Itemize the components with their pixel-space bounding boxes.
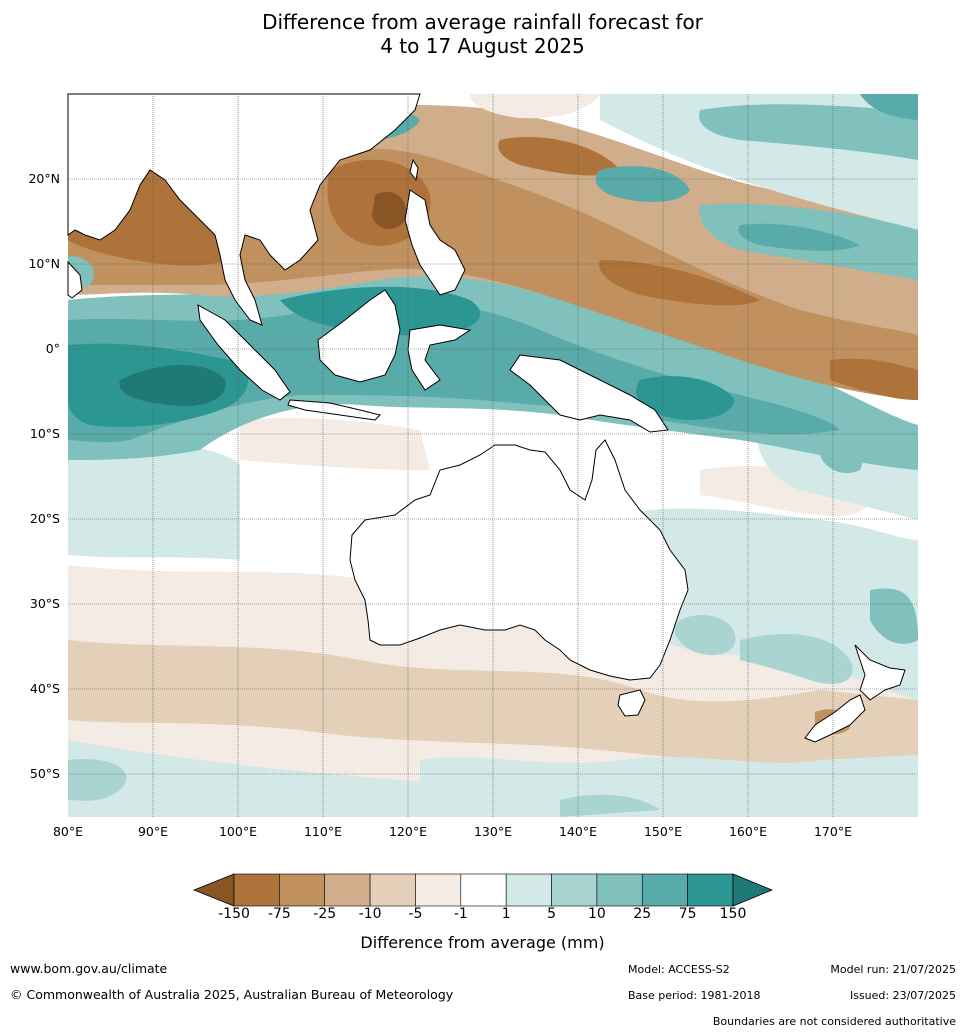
lon-label-80e: 80°E [52, 824, 84, 839]
lat-label-0: 0° [45, 341, 60, 356]
footer-base-period: Base period: 1981-2018 [628, 989, 761, 1002]
map-title-line2: 4 to 17 August 2025 [380, 34, 585, 58]
graticule [68, 94, 918, 817]
australia-landmass [349, 439, 689, 681]
colorbar-segment [369, 873, 416, 907]
lon-label-100e: 100°E [218, 824, 257, 839]
colorbar-tick-label: -25 [313, 906, 337, 922]
map-title: Difference from average rainfall forecas… [0, 10, 965, 58]
lat-label-30s: 30°S [29, 596, 60, 611]
colorbar-tick-label: -1 [453, 906, 468, 922]
lat-label-20s: 20°S [29, 511, 60, 526]
philippines-landmass [404, 189, 466, 296]
lon-label-120e: 120°E [388, 824, 427, 839]
colorbar-tick-label: -5 [408, 906, 423, 922]
colorbar-segment [687, 873, 734, 907]
footer-url[interactable]: www.bom.gov.au/climate [10, 961, 168, 976]
nz-south-island [804, 694, 866, 743]
colorbar-segment [279, 873, 326, 907]
map-title-line1: Difference from average rainfall forecas… [262, 10, 703, 34]
colorbar-arrow-high [732, 873, 774, 907]
colorbar-title: Difference from average (mm) [360, 933, 605, 952]
colorbar-tick-label: 1 [501, 906, 511, 922]
lon-label-160e: 160°E [728, 824, 767, 839]
lat-label-40s: 40°S [29, 681, 60, 696]
tasmania-landmass [617, 689, 646, 717]
colorbar-segment [596, 873, 643, 907]
lon-label-130e: 130°E [473, 824, 512, 839]
colorbar-segment [505, 873, 552, 907]
lon-label-170e: 170°E [813, 824, 852, 839]
se-asia-mainland [67, 93, 421, 326]
colorbar-tick-label: -75 [267, 906, 291, 922]
lon-label-110e: 110°E [303, 824, 342, 839]
footer-issued: Issued: 23/07/2025 [849, 989, 956, 1002]
colorbar-arrow-low [192, 873, 235, 907]
coastlines [67, 93, 906, 743]
footer-model-run: Model run: 21/07/2025 [830, 963, 956, 976]
lon-label-150e: 150°E [643, 824, 682, 839]
nz-north-island [854, 644, 906, 701]
lat-label-20n: 20°N [28, 171, 60, 186]
colorbar [192, 873, 774, 907]
lon-label-90e: 90°E [137, 824, 169, 839]
colorbar-tick-label: -10 [358, 906, 382, 922]
colorbar-tick-label: 75 [678, 906, 697, 922]
colorbar-tick-label: -150 [218, 906, 250, 922]
java-landmass [287, 399, 381, 421]
colorbar-segment [415, 873, 462, 907]
sulawesi-landmass [407, 324, 472, 391]
new-guinea-landmass [509, 354, 669, 433]
footer-model: Model: ACCESS-S2 [628, 963, 730, 976]
lon-label-140e: 140°E [558, 824, 597, 839]
lat-label-50s: 50°S [29, 766, 60, 781]
colorbar-tick-label: 150 [719, 906, 747, 922]
lat-label-10s: 10°S [29, 426, 60, 441]
footer-copyright: © Commonwealth of Australia 2025, Austra… [10, 987, 454, 1002]
colorbar-segment [551, 873, 598, 907]
colorbar-tick-label: 5 [547, 906, 556, 922]
lat-label-10n: 10°N [28, 256, 60, 271]
colorbar-tick-label: 25 [633, 906, 652, 922]
colorbar-segment [324, 873, 371, 907]
colorbar-segment [233, 873, 280, 907]
colorbar-segment [641, 873, 688, 907]
borneo-landmass [317, 289, 401, 383]
colorbar-tick-label: 10 [587, 906, 606, 922]
colorbar-segment [460, 873, 507, 907]
sumatra-landmass [197, 304, 291, 401]
footer-disclaimer: Boundaries are not considered authoritat… [712, 1015, 956, 1028]
